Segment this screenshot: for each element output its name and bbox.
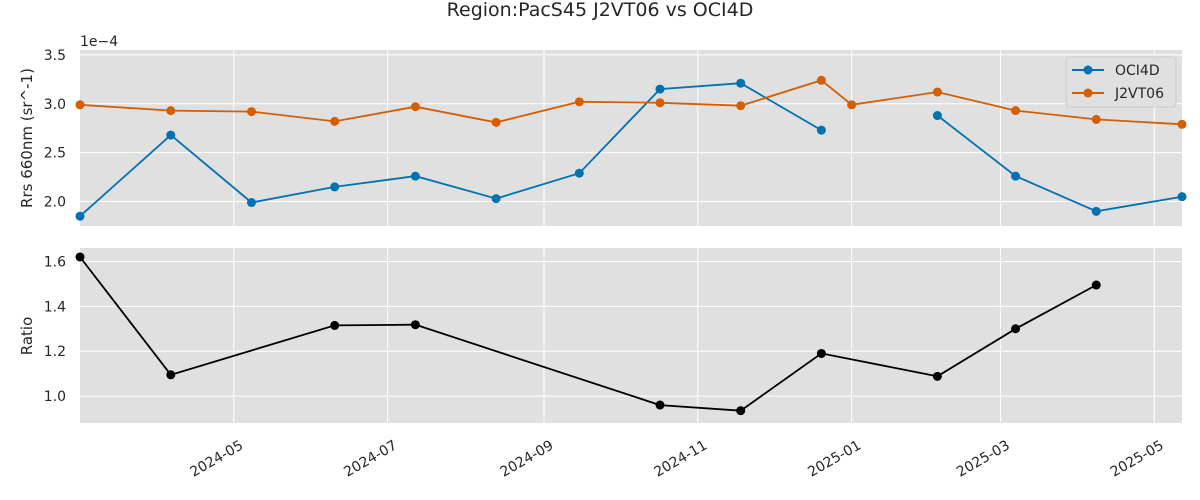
data-point-ratio (75, 252, 85, 262)
data-point-j2vt06 (736, 101, 746, 111)
bottom-panel-y-ticks: 1.0 1.2 1.4 1.6 (44, 254, 66, 405)
data-point-oci4d (75, 211, 85, 221)
y-tick-label: 1.6 (44, 254, 66, 270)
data-point-j2vt06 (1011, 106, 1021, 116)
data-point-oci4d (574, 168, 584, 178)
bottom-panel-grid (80, 248, 1182, 423)
bottom-panel-series (75, 252, 1101, 416)
series-line-oci4d (79, 82, 822, 217)
data-point-oci4d (1177, 192, 1187, 202)
data-point-oci4d (816, 125, 826, 135)
data-point-ratio (816, 348, 826, 358)
data-point-ratio (655, 400, 665, 410)
data-point-oci4d (246, 198, 256, 208)
data-point-ratio (1091, 280, 1101, 290)
data-point-j2vt06 (655, 98, 665, 108)
x-tick-label: 2025-03 (954, 438, 1013, 481)
data-point-oci4d (491, 194, 501, 204)
legend-marker-j2vt06 (1083, 88, 1093, 98)
y-tick-label: 3.0 (44, 97, 66, 113)
data-point-j2vt06 (816, 75, 826, 85)
data-point-oci4d (330, 182, 340, 192)
top-panel: 2.0 2.5 3.0 3.5 Rrs 660nm (sr^-1) 1e−4 OCI4… (18, 34, 1187, 226)
data-point-oci4d (736, 78, 746, 88)
y-offset-label: 1e−4 (80, 34, 118, 50)
x-tick-label: 2024-11 (651, 438, 710, 481)
y-tick-label: 3.5 (44, 48, 66, 64)
data-point-ratio (410, 320, 420, 330)
data-point-oci4d (166, 130, 176, 140)
data-point-j2vt06 (847, 100, 857, 110)
data-point-oci4d (1091, 206, 1101, 216)
data-point-j2vt06 (491, 117, 501, 127)
data-point-ratio (1011, 324, 1021, 334)
data-point-j2vt06 (330, 116, 340, 126)
data-point-oci4d (410, 171, 420, 181)
data-point-j2vt06 (1091, 114, 1101, 124)
series-line-ratio (79, 256, 1097, 412)
x-tick-label: 2025-05 (1108, 438, 1167, 481)
y-tick-label: 1.0 (44, 389, 66, 405)
x-axis-ticks: 2024-05 2024-07 2024-09 2024-11 2025-01 2025-… (187, 438, 1166, 481)
data-point-ratio (736, 406, 746, 416)
data-point-oci4d (932, 111, 942, 121)
x-tick-label: 2024-09 (498, 438, 557, 481)
data-point-ratio (932, 371, 942, 381)
x-tick-label: 2025-01 (805, 438, 864, 481)
legend-label-oci4d: OCI4D (1115, 63, 1160, 79)
x-tick-label: 2024-05 (187, 438, 246, 481)
y-tick-label: 2.5 (44, 146, 66, 162)
bottom-panel-ylabel: Ratio (18, 317, 36, 356)
data-point-j2vt06 (166, 106, 176, 116)
top-panel-background (80, 50, 1182, 226)
y-tick-label: 2.0 (44, 195, 66, 211)
legend-marker-oci4d (1083, 65, 1093, 75)
data-point-j2vt06 (1177, 119, 1187, 129)
bottom-panel-background (80, 248, 1182, 423)
top-panel-grid (80, 50, 1182, 226)
y-tick-label: 1.2 (44, 344, 66, 360)
series-line-oci4d (936, 114, 1183, 213)
data-point-j2vt06 (410, 102, 420, 112)
data-point-j2vt06 (574, 97, 584, 107)
data-point-j2vt06 (246, 107, 256, 117)
data-point-ratio (166, 370, 176, 380)
x-tick-label: 2024-07 (341, 438, 400, 481)
y-tick-label: 1.4 (44, 299, 66, 315)
data-point-j2vt06 (932, 87, 942, 97)
top-panel-y-ticks: 2.0 2.5 3.0 3.5 (44, 48, 66, 211)
top-panel-ylabel: Rrs 660nm (sr^-1) (18, 68, 36, 208)
data-point-oci4d (655, 84, 665, 94)
legend-label-j2vt06: J2VT06 (1114, 86, 1164, 102)
chart-title: Region:PacS45 J2VT06 vs OCI4D (447, 0, 754, 21)
data-point-oci4d (1011, 171, 1021, 181)
data-point-j2vt06 (75, 100, 85, 110)
data-point-ratio (330, 320, 340, 330)
top-panel-series (75, 75, 1187, 221)
legend: OCI4D J2VT06 (1065, 56, 1177, 108)
bottom-panel: 1.0 1.2 1.4 1.6 Ratio (18, 248, 1182, 423)
